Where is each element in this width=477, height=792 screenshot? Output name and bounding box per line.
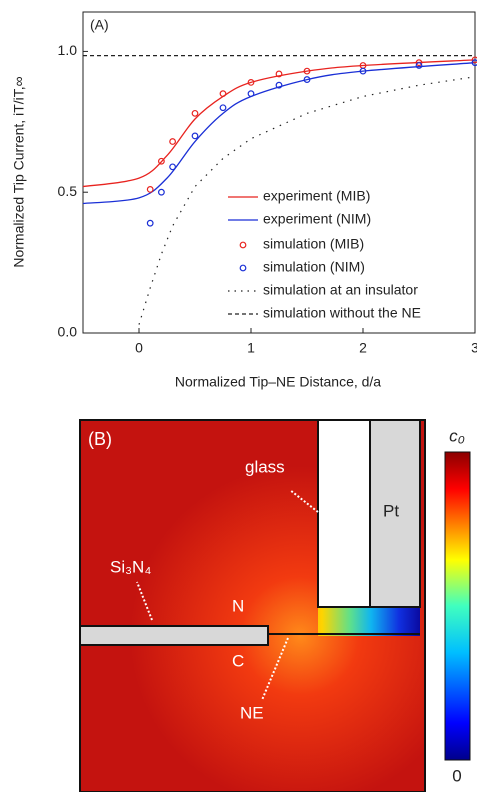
data-point	[471, 59, 477, 67]
legend-label: experiment (NIM)	[263, 211, 371, 227]
data-point	[415, 62, 423, 69]
panel-label: (A)	[90, 17, 109, 33]
legend-label: simulation at an insulator	[263, 282, 418, 298]
legend-label: simulation (MIB)	[263, 236, 364, 252]
pointer	[136, 581, 153, 621]
colorbar-min: 0	[452, 766, 461, 785]
label-glass: glass	[245, 457, 285, 476]
label-ne: NE	[240, 703, 264, 722]
glass	[317, 419, 371, 608]
data-point	[359, 67, 367, 75]
data-point	[169, 163, 177, 171]
data-point	[471, 56, 477, 64]
legend-label: simulation without the NE	[263, 305, 421, 321]
label-pt: Pt	[383, 501, 399, 520]
legend-marker	[239, 264, 247, 272]
y-axis-label: Normalized Tip Current, iT/iT,∞	[11, 76, 27, 267]
plot-frame	[82, 11, 476, 334]
data-point	[275, 81, 283, 89]
data-point	[247, 78, 255, 86]
data-point	[191, 132, 199, 140]
data-point	[157, 188, 165, 196]
y-tick-label: 1.0	[58, 42, 78, 58]
data-point	[191, 109, 199, 117]
label-c: C	[232, 651, 244, 670]
data-point	[219, 104, 227, 112]
gap-region	[318, 607, 420, 636]
panel-b: (B) glass Pt Si₃N₄ N C NE c₀ 0	[79, 419, 471, 792]
data-point	[146, 185, 154, 193]
legend-label: simulation (NIM)	[263, 259, 365, 275]
x-tick-label: 1	[247, 340, 255, 356]
colorbar	[444, 451, 471, 761]
pt-electrode	[369, 419, 421, 608]
data-point	[146, 219, 154, 227]
x-tick-label: 3	[471, 340, 477, 356]
legend-marker	[239, 241, 247, 249]
data-point	[275, 70, 283, 78]
label-si3n4: Si₃N₄	[110, 557, 151, 576]
si3n4-membrane	[79, 625, 269, 646]
pointer	[261, 637, 289, 701]
panel-label: (B)	[88, 429, 112, 449]
data-point	[303, 67, 311, 75]
data-point	[219, 90, 227, 98]
y-tick-label: 0.5	[58, 183, 78, 199]
y-tick-label: 0.0	[58, 324, 78, 340]
x-tick-label: 0	[135, 340, 143, 356]
x-tick-label: 2	[359, 340, 367, 356]
series-line	[82, 59, 476, 188]
data-point	[303, 76, 311, 83]
colorbar-max: c₀	[449, 426, 465, 445]
x-axis-label: Normalized Tip–NE Distance, d/a	[175, 374, 381, 390]
legend-label: experiment (MIB)	[263, 188, 370, 204]
panel-a: (A) Normalized Tip–NE Distance, d/a Norm…	[11, 11, 477, 390]
label-n: N	[232, 596, 244, 615]
series-line	[82, 62, 476, 205]
pointer	[289, 489, 319, 513]
data-point	[169, 138, 177, 145]
data-point	[157, 157, 165, 165]
data-point	[247, 90, 255, 98]
data-point	[415, 59, 423, 67]
